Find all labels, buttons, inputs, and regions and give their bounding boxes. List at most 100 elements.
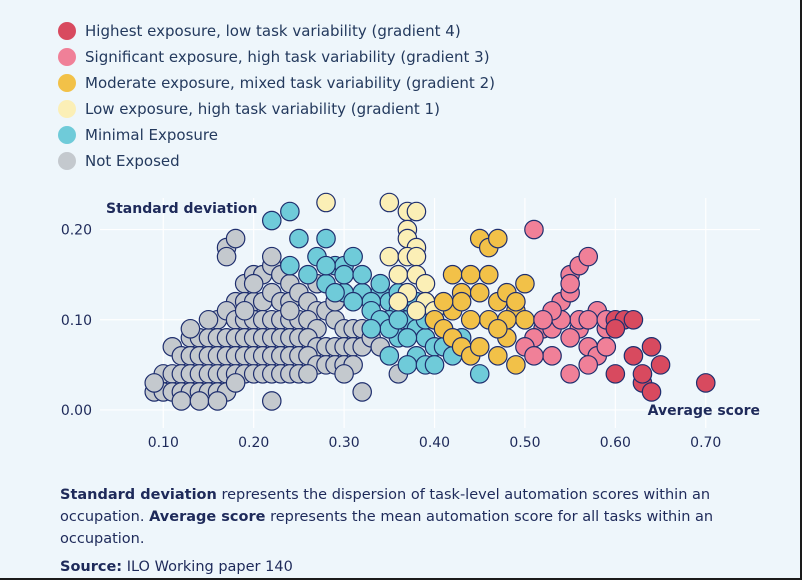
series-group [144,228,409,411]
data-point [280,300,300,321]
data-point [361,318,382,339]
caption-text-1: represents the dispersion of task-level … [60,487,711,525]
data-point [225,373,246,393]
data-point [623,309,644,330]
data-point [578,309,599,330]
y-tick-label: 0.20 [61,223,92,239]
data-point [515,273,535,294]
caption-bold-term-2: Average score [149,509,266,525]
data-point [650,355,671,375]
data-point [542,346,562,366]
data-point [388,309,409,330]
data-point [352,264,372,285]
legend-marker [58,74,76,92]
legend-label: Moderate exposure, mixed task variabilit… [85,74,495,92]
data-point [388,264,409,285]
data-point [632,364,653,384]
data-point [560,328,580,348]
data-point [460,309,481,330]
legend-label: Significant exposure, high task variabil… [85,48,490,66]
series-group [605,309,716,402]
data-point [469,364,490,384]
data-point [343,246,363,267]
data-point [406,300,427,321]
data-point [280,201,300,222]
data-point [189,391,210,411]
data-point [225,228,246,249]
data-point [506,291,526,312]
legend-label: Highest exposure, low task variability (… [85,22,461,40]
data-point [433,291,454,312]
data-point [207,391,228,411]
data-point [316,228,336,249]
data-point [488,318,508,339]
legend-label: Low exposure, high task variability (gra… [85,100,440,118]
data-point [261,246,282,267]
data-point [280,255,300,276]
data-point [442,264,463,285]
series-group [424,228,535,375]
legend-item: Highest exposure, low task variability (… [58,18,495,44]
legend-marker [58,126,76,144]
data-point [506,355,526,375]
legend-item: Moderate exposure, mixed task variabilit… [58,70,495,96]
source-label: Source: [60,559,123,575]
legend-label: Not Exposed [85,152,180,170]
data-point [469,282,490,303]
data-point [379,246,400,267]
data-point [460,264,481,285]
legend: Highest exposure, low task variability (… [58,18,495,174]
data-point [370,273,391,294]
data-point [623,346,644,366]
data-point [406,246,427,267]
data-point [198,309,219,330]
data-point [605,364,626,384]
legend-item: Low exposure, high task variability (gra… [58,96,495,122]
data-point [578,355,599,375]
x-tick-label: 0.20 [238,435,269,451]
data-point [578,246,599,267]
data-point [352,382,372,402]
data-point [243,273,264,294]
y-tick-label: 0.10 [61,313,92,329]
legend-marker [58,100,76,118]
data-point [379,346,400,366]
x-tick-label: 0.30 [329,435,360,451]
legend-marker [58,152,76,170]
x-tick-label: 0.70 [690,435,721,451]
caption-text-2: represents the mean automation score for… [60,509,714,547]
data-point [397,355,418,375]
data-point [298,264,318,285]
data-point [560,364,580,384]
data-point [388,291,409,312]
y-tick-label: 0.00 [61,403,92,419]
data-point [488,346,508,366]
data-point [451,291,472,312]
legend-item: Minimal Exposure [58,122,495,148]
scatter-chart: 0.10 0.20 0.30 0.40 0.50 0.60 0.70 0.00 0.10 0.20… [61,192,760,451]
data-point [334,364,354,384]
legend-marker [58,22,76,40]
data-point [234,300,255,321]
data-point [334,264,354,285]
caption-bold-term-1: Standard deviation [60,487,217,503]
source-line: Source: ILO Working paper 140 [60,556,750,578]
data-point [180,318,201,339]
data-point [325,282,345,303]
source-text: ILO Working paper 140 [122,559,293,575]
scatter-points [144,192,716,411]
x-axis-title: Average score [648,403,760,419]
data-point [298,364,318,384]
data-point [415,273,436,294]
legend-item: Significant exposure, high task variabil… [58,44,495,70]
data-point [560,273,580,294]
data-point [379,192,400,213]
caption-text: Standard deviation represents the disper… [60,484,750,550]
data-point [533,309,553,330]
data-point [641,382,662,402]
data-point [343,291,363,312]
data-point [261,391,282,411]
x-tick-label: 0.10 [148,435,179,451]
data-point [216,246,237,267]
data-point [524,346,544,366]
